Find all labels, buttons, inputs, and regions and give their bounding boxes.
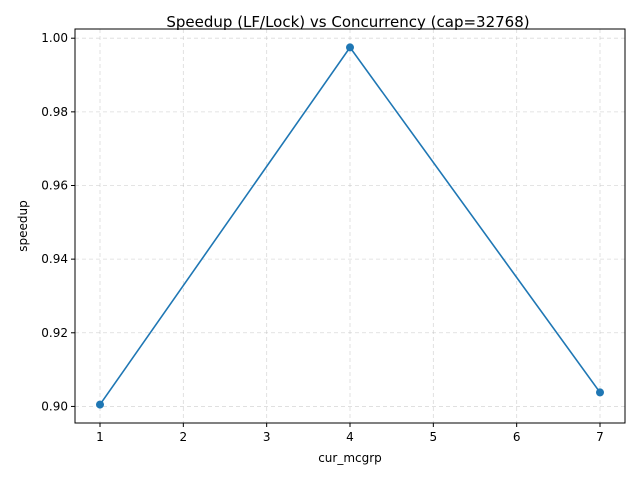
data-point [346,43,354,52]
x-axis-label: cur_mcgrp [318,451,382,465]
x-tick-label: 1 [96,430,104,444]
y-tick-label: 1.00 [41,31,68,45]
x-tick-label: 4 [346,430,354,444]
plot-frame [74,28,626,424]
y-tick-label: 0.94 [41,252,68,266]
y-axis-label: speedup [16,200,30,251]
data-point [96,400,104,409]
y-tick-label: 0.90 [41,399,68,413]
chart-title: Speedup (LF/Lock) vs Concurrency (cap=32… [166,13,529,31]
x-tick-label: 2 [180,430,188,444]
y-tick-label: 0.92 [41,326,68,340]
y-tick-label: 0.98 [41,105,68,119]
axes-layer: 1 2 3 4 5 6 7 0.90 0.92 0.94 0.96 0.98 1.00 [41,31,604,444]
x-tick-label: 3 [263,430,271,444]
x-tick-label: 7 [596,430,604,444]
grid-layer [75,29,625,423]
data-point [596,388,604,397]
x-tick-label: 6 [513,430,521,444]
series-layer [96,43,604,409]
y-tick-label: 0.96 [41,178,68,192]
x-tick-label: 5 [430,430,438,444]
